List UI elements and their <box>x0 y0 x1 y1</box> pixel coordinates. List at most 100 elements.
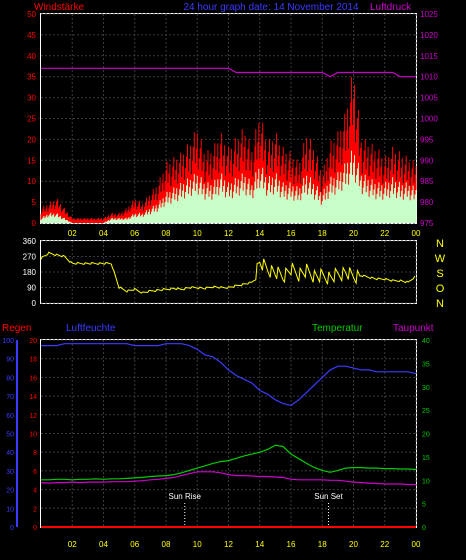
Taupunkt-line <box>40 471 416 486</box>
humidity-tick-label: 80 <box>6 375 14 382</box>
humidity-tick-label: 60 <box>6 413 14 420</box>
compass-label: N <box>436 298 444 310</box>
direction-line <box>40 251 416 294</box>
rain-tick-label: 4 <box>33 488 37 495</box>
pressure-line <box>41 67 416 78</box>
compass-label: N <box>436 238 444 250</box>
x-tick-label: 20 <box>349 229 358 238</box>
sun-marker-label: Sun Set <box>314 492 343 501</box>
sun-annotations: Sun Rise Sun Set <box>169 492 344 527</box>
x-tick-label: 06 <box>130 229 139 238</box>
x-tick-label: 00 <box>412 229 421 238</box>
compass-label: W <box>435 253 446 265</box>
climate-data <box>40 343 417 528</box>
direction-tick-label: 0 <box>32 299 37 308</box>
temperature-tick-label: 10 <box>422 478 430 485</box>
pressure-tick-label: 1015 <box>420 52 438 61</box>
pressure-right-axis: 975 980 985 990 995 1000 1005 1010 1015 1020 1025 <box>420 10 438 228</box>
pressure-tick-label: 1010 <box>420 73 438 82</box>
pressure-tick-label: 980 <box>420 198 434 207</box>
pressure-tick-label: 995 <box>420 135 434 144</box>
x-tick-label: 10 <box>193 540 202 549</box>
x-tick-label: 04 <box>99 540 108 549</box>
x-tick-label: 20 <box>349 540 358 549</box>
compass-label: O <box>436 283 445 295</box>
rain-tick-label: 14 <box>29 394 37 401</box>
wind-tick-label: 45 <box>27 31 36 40</box>
pressure-tick-label: 975 <box>420 219 434 228</box>
wind-tick-label: 10 <box>27 177 36 186</box>
humidity-tick-label: 10 <box>6 506 14 513</box>
x-tick-label: 22 <box>380 540 389 549</box>
climate-x-axis: 02 04 06 08 10 12 14 16 18 20 22 00 <box>68 540 421 549</box>
legend-temperatur: Temperatur <box>312 323 363 334</box>
x-tick-label: 02 <box>68 540 77 549</box>
pressure-tick-label: 1025 <box>420 10 438 19</box>
header-date: 24 hour graph date: 14 November 2014 <box>183 2 359 13</box>
pressure-tick-label: 1020 <box>420 31 438 40</box>
direction-tick-label: 90 <box>27 284 36 293</box>
temperature-tick-label: 40 <box>422 338 430 345</box>
wind-left-axis: 0 5 10 15 20 25 30 35 40 45 50 <box>27 10 36 228</box>
rain-tick-label: 6 <box>33 469 37 476</box>
humidity-tick-label: 20 <box>6 488 14 495</box>
direction-tick-label: 180 <box>23 268 37 277</box>
humidity-tick-label: 40 <box>6 450 14 457</box>
x-tick-label: 14 <box>255 229 264 238</box>
Temperatur-line <box>41 444 417 481</box>
wind-tick-label: 15 <box>27 156 36 165</box>
wind-tick-label: 20 <box>27 135 36 144</box>
humidity-tick-label: 30 <box>6 469 14 476</box>
direction-left-axis: 0 90 180 270 360 <box>23 237 37 308</box>
pressure-tick-label: 1000 <box>420 115 438 124</box>
rain-tick-label: 10 <box>29 432 37 439</box>
x-tick-label: 14 <box>255 540 264 549</box>
x-tick-label: 18 <box>318 229 327 238</box>
temperature-tick-label: 35 <box>422 361 430 368</box>
wind-tick-label: 25 <box>27 115 36 124</box>
wind-tick-label: 5 <box>32 198 37 207</box>
x-tick-label: 16 <box>287 540 296 549</box>
x-tick-label: 18 <box>318 540 327 549</box>
x-tick-label: 02 <box>68 229 77 238</box>
pressure-tick-label: 990 <box>420 156 434 165</box>
humidity-tick-label: 0 <box>10 525 14 532</box>
rain-tick-label: 0 <box>33 525 37 532</box>
x-tick-label: 04 <box>99 229 108 238</box>
x-tick-label: 22 <box>380 229 389 238</box>
x-tick-label: 10 <box>193 229 202 238</box>
x-tick-label: 12 <box>224 540 233 549</box>
pressure-tick-label: 985 <box>420 177 434 186</box>
wind-tick-label: 35 <box>27 73 36 82</box>
temperature-tick-label: 5 <box>422 502 426 509</box>
wind-tick-label: 50 <box>27 10 36 19</box>
mean-bars <box>40 150 417 223</box>
rain-tick-label: 20 <box>29 338 37 345</box>
direction-data <box>40 251 416 294</box>
compass-label: S <box>436 268 443 280</box>
wind-x-axis: 02 04 06 08 10 12 14 16 18 20 22 00 <box>68 229 421 238</box>
x-tick-label: 16 <box>287 229 296 238</box>
header-windstaerke: Windstärke <box>34 2 84 13</box>
wind-data <box>40 67 417 223</box>
humidity-axis: 0 10 20 30 40 50 60 70 80 90 100 <box>2 338 18 532</box>
temperature-tick-label: 25 <box>422 408 430 415</box>
Luftfeuchte-line <box>41 343 417 407</box>
legend-luftfeuchte: Luftfeuchte <box>66 323 116 334</box>
temperature-tick-label: 15 <box>422 455 430 462</box>
x-tick-label: 08 <box>162 540 171 549</box>
humidity-tick-label: 50 <box>6 432 14 439</box>
temperature-tick-label: 20 <box>422 432 430 439</box>
sun-marker-label: Sun Rise <box>169 492 202 501</box>
direction-tick-label: 360 <box>23 237 37 246</box>
legend-regen: Regen <box>2 323 31 334</box>
humidity-tick-label: 100 <box>2 338 14 345</box>
wind-tick-label: 30 <box>27 94 36 103</box>
humidity-tick-label: 70 <box>6 394 14 401</box>
header-luftdruck: Luftdruck <box>370 2 412 13</box>
temperature-axis: 0 5 10 15 20 25 30 35 40 <box>422 338 430 532</box>
rain-tick-label: 2 <box>33 506 37 513</box>
